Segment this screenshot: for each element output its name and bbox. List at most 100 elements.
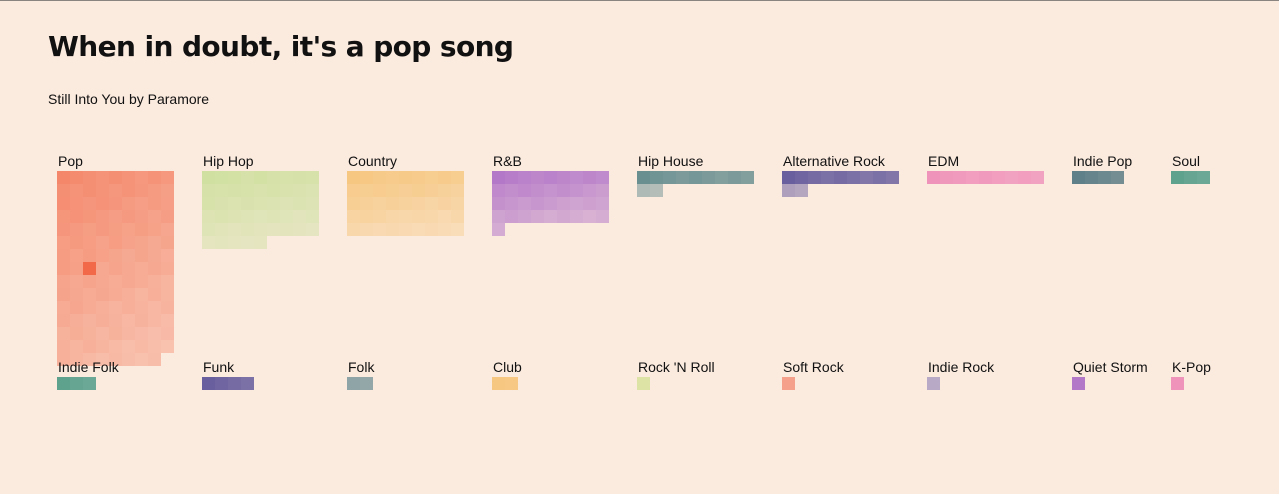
song-square[interactable]: [135, 197, 148, 210]
song-square[interactable]: [148, 288, 161, 301]
song-square[interactable]: [135, 301, 148, 314]
song-square[interactable]: [83, 223, 96, 236]
song-square[interactable]: [953, 171, 966, 184]
song-square[interactable]: [96, 275, 109, 288]
song-square[interactable]: [135, 340, 148, 353]
song-square[interactable]: [161, 249, 174, 262]
song-square[interactable]: [96, 301, 109, 314]
song-square[interactable]: [663, 171, 676, 184]
song-square[interactable]: [254, 184, 267, 197]
song-square[interactable]: [1072, 377, 1085, 390]
song-square[interactable]: [399, 197, 412, 210]
song-square[interactable]: [57, 223, 70, 236]
song-square[interactable]: [412, 171, 425, 184]
song-square[interactable]: [202, 171, 215, 184]
song-square[interactable]: [135, 184, 148, 197]
song-square[interactable]: [122, 353, 135, 366]
song-square[interactable]: [438, 223, 451, 236]
song-square[interactable]: [782, 377, 795, 390]
song-square[interactable]: [161, 301, 174, 314]
song-square[interactable]: [122, 171, 135, 184]
song-square[interactable]: [992, 171, 1005, 184]
song-square[interactable]: [373, 210, 386, 223]
song-square[interactable]: [360, 184, 373, 197]
song-square[interactable]: [109, 288, 122, 301]
song-square[interactable]: [122, 262, 135, 275]
song-square[interactable]: [70, 340, 83, 353]
song-square[interactable]: [161, 327, 174, 340]
song-square[interactable]: [927, 377, 940, 390]
song-square[interactable]: [228, 171, 241, 184]
song-square[interactable]: [386, 223, 399, 236]
song-square[interactable]: [847, 171, 860, 184]
song-square[interactable]: [70, 236, 83, 249]
song-square[interactable]: [596, 184, 609, 197]
song-square[interactable]: [254, 197, 267, 210]
song-square[interactable]: [122, 288, 135, 301]
song-square[interactable]: [57, 236, 70, 249]
song-square[interactable]: [109, 210, 122, 223]
song-square[interactable]: [873, 171, 886, 184]
song-square[interactable]: [360, 223, 373, 236]
song-square[interactable]: [795, 171, 808, 184]
song-square[interactable]: [583, 197, 596, 210]
song-square[interactable]: [70, 314, 83, 327]
song-square[interactable]: [96, 236, 109, 249]
song-square[interactable]: [306, 171, 319, 184]
song-square[interactable]: [83, 210, 96, 223]
song-square[interactable]: [373, 223, 386, 236]
song-square[interactable]: [715, 171, 728, 184]
song-square[interactable]: [70, 288, 83, 301]
song-square[interactable]: [202, 377, 215, 390]
song-square[interactable]: [161, 340, 174, 353]
song-square[interactable]: [83, 197, 96, 210]
song-square[interactable]: [70, 327, 83, 340]
song-square[interactable]: [254, 171, 267, 184]
song-square[interactable]: [135, 353, 148, 366]
song-square[interactable]: [306, 223, 319, 236]
song-square[interactable]: [109, 327, 122, 340]
song-square[interactable]: [161, 184, 174, 197]
song-square[interactable]: [135, 236, 148, 249]
song-square[interactable]: [267, 197, 280, 210]
song-square[interactable]: [96, 353, 109, 366]
song-square[interactable]: [438, 197, 451, 210]
song-square[interactable]: [637, 171, 650, 184]
song-square[interactable]: [254, 210, 267, 223]
song-square[interactable]: [109, 236, 122, 249]
song-square[interactable]: [241, 236, 254, 249]
song-square[interactable]: [109, 314, 122, 327]
song-square[interactable]: [148, 340, 161, 353]
song-square[interactable]: [241, 210, 254, 223]
song-square[interactable]: [96, 288, 109, 301]
song-square[interactable]: [637, 377, 650, 390]
song-square[interactable]: [122, 314, 135, 327]
song-square[interactable]: [57, 197, 70, 210]
song-square[interactable]: [492, 184, 505, 197]
song-square[interactable]: [57, 314, 70, 327]
song-square[interactable]: [293, 210, 306, 223]
song-square[interactable]: [570, 210, 583, 223]
song-square[interactable]: [109, 184, 122, 197]
song-square[interactable]: [96, 314, 109, 327]
song-square[interactable]: [148, 314, 161, 327]
song-square[interactable]: [267, 184, 280, 197]
song-square[interactable]: [412, 223, 425, 236]
song-square[interactable]: [425, 171, 438, 184]
song-square[interactable]: [492, 210, 505, 223]
song-square[interactable]: [161, 314, 174, 327]
song-square[interactable]: [70, 210, 83, 223]
song-square[interactable]: [1031, 171, 1044, 184]
song-square[interactable]: [70, 184, 83, 197]
song-square[interactable]: [161, 275, 174, 288]
song-square[interactable]: [135, 249, 148, 262]
song-square[interactable]: [386, 210, 399, 223]
song-square[interactable]: [425, 184, 438, 197]
song-square[interactable]: [557, 197, 570, 210]
song-square[interactable]: [583, 184, 596, 197]
song-square[interactable]: [57, 275, 70, 288]
song-square[interactable]: [96, 184, 109, 197]
song-square[interactable]: [228, 377, 241, 390]
song-square[interactable]: [360, 377, 373, 390]
song-square[interactable]: [228, 197, 241, 210]
